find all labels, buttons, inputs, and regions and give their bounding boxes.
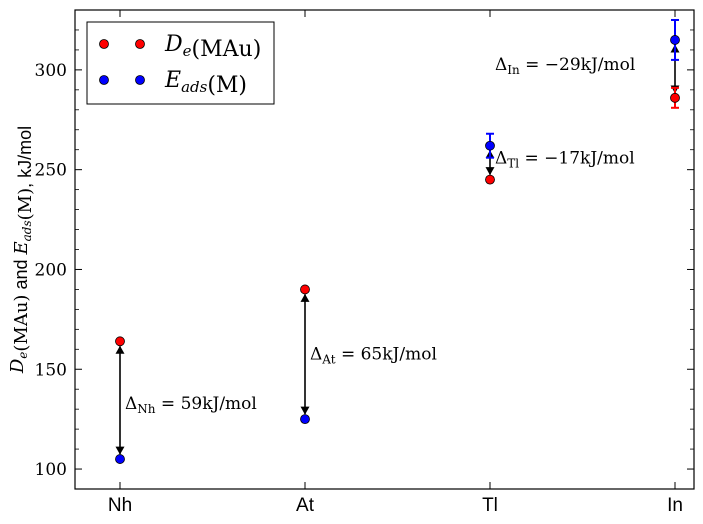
data-point-de xyxy=(670,92,680,103)
y-tick-label: 150 xyxy=(35,360,67,380)
data-point-eads xyxy=(115,454,125,464)
y-axis-label-part: e xyxy=(16,352,30,359)
y-axis-label-part: and xyxy=(11,254,31,294)
data-point-de xyxy=(485,174,495,185)
delta-annotation: ΔNh = 59kJ/mol xyxy=(125,394,257,416)
data-point-eads xyxy=(300,414,310,425)
legend-label: Eads(M) xyxy=(164,68,247,98)
y-tick-label: 250 xyxy=(35,161,67,181)
y-tick-label: 100 xyxy=(35,460,67,480)
y-axis-label-part: E xyxy=(11,241,32,255)
data-point-eads xyxy=(670,35,680,45)
delta-annotation: ΔTl = −17kJ/mol xyxy=(495,149,635,171)
x-tick-label: Nh xyxy=(108,495,132,516)
legend-marker xyxy=(135,75,145,85)
delta-annotation: ΔIn = −29kJ/mol xyxy=(495,55,635,77)
y-axis-label-part: (MAu) xyxy=(11,295,32,352)
x-tick-label: In xyxy=(667,495,683,516)
legend-box xyxy=(86,21,275,105)
x-tick-label: Tl xyxy=(482,495,498,516)
legend: De(MAu) Eads(M) xyxy=(86,21,275,105)
y-tick-label: 200 xyxy=(35,260,67,280)
legend-marker xyxy=(135,39,145,49)
delta-annotation: ΔAt = 65kJ/mol xyxy=(310,344,437,366)
data-point-eads xyxy=(485,140,495,151)
y-axis-label-part: D xyxy=(7,358,28,374)
legend-label: De(MAu) xyxy=(164,32,261,62)
y-axis-label-part: ads xyxy=(20,220,34,241)
y-tick-label: 300 xyxy=(35,61,67,81)
data-point-de xyxy=(115,336,125,347)
legend-marker xyxy=(99,75,109,85)
y-axis-label: De(MAu) and Eads(M), kJ/mol xyxy=(7,126,36,374)
legend-marker xyxy=(99,39,109,49)
x-tick-label: At xyxy=(296,495,315,516)
data-point-de xyxy=(300,284,310,295)
y-axis-label-part: (M) xyxy=(15,188,36,220)
y-axis-label-part: , kJ/mol xyxy=(15,126,35,188)
